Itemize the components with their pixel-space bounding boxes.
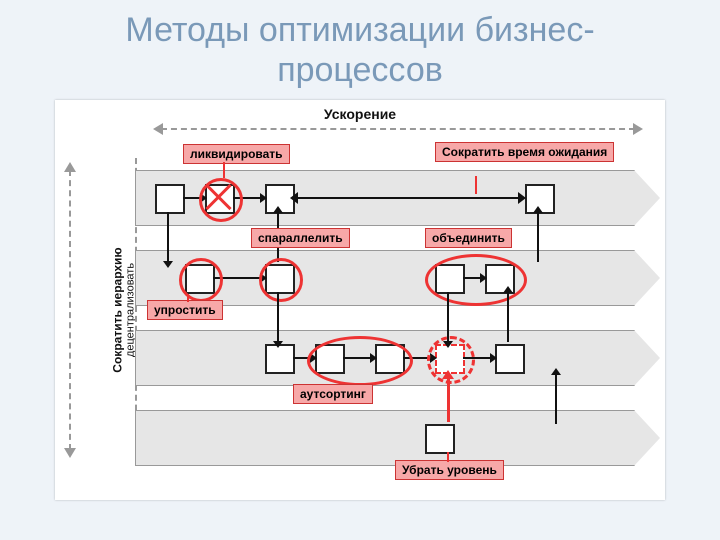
task-box <box>155 184 185 214</box>
slide: Методы оптимизации бизнес- процессов Уск… <box>0 0 720 540</box>
red-pointer <box>447 452 449 462</box>
red-pointer <box>475 176 477 194</box>
red-pointer <box>223 162 225 178</box>
task-box <box>425 424 455 454</box>
red-arrow-up <box>447 378 450 422</box>
red-ellipse <box>307 336 413 386</box>
diagram-figure: Ускорение Сократить иерархию децентрализ… <box>55 100 665 500</box>
arrow-up <box>537 212 539 262</box>
red-pointer <box>187 294 189 302</box>
red-x-icon <box>203 182 233 212</box>
lane-4 <box>135 410 635 466</box>
red-circle <box>259 258 303 302</box>
title-line2: процессов <box>277 51 443 89</box>
side-label: Сократить иерархию децентрализовать <box>111 247 137 372</box>
title-line1: Методы оптимизации бизнес- <box>125 11 594 49</box>
tag-merge: объединить <box>425 228 512 248</box>
tag-eliminate: ликвидировать <box>183 144 290 164</box>
tag-remove-level: Убрать уровень <box>395 460 504 480</box>
arrow-up <box>555 374 557 424</box>
task-box <box>265 344 295 374</box>
arrow-down <box>167 212 169 262</box>
tag-parallelize: спараллелить <box>251 228 350 248</box>
red-circle <box>179 258 223 302</box>
tag-simplify: упростить <box>147 300 223 320</box>
tag-reduce-wait: Сократить время ожидания <box>435 142 614 162</box>
top-span-arrow <box>161 128 635 142</box>
tag-outsourcing: аутсортинг <box>293 384 373 404</box>
left-span-arrow: Сократить иерархию децентрализовать <box>69 170 83 450</box>
red-ellipse <box>425 254 527 306</box>
arrow-up <box>507 292 509 342</box>
side-label-main: Сократить иерархию <box>111 247 125 372</box>
slide-title: Методы оптимизации бизнес- процессов <box>0 10 720 90</box>
arrow-down <box>277 292 279 342</box>
arrow-down <box>447 292 449 342</box>
top-label: Ускорение <box>55 106 665 122</box>
task-box <box>495 344 525 374</box>
wait-span-arrow <box>297 197 519 199</box>
